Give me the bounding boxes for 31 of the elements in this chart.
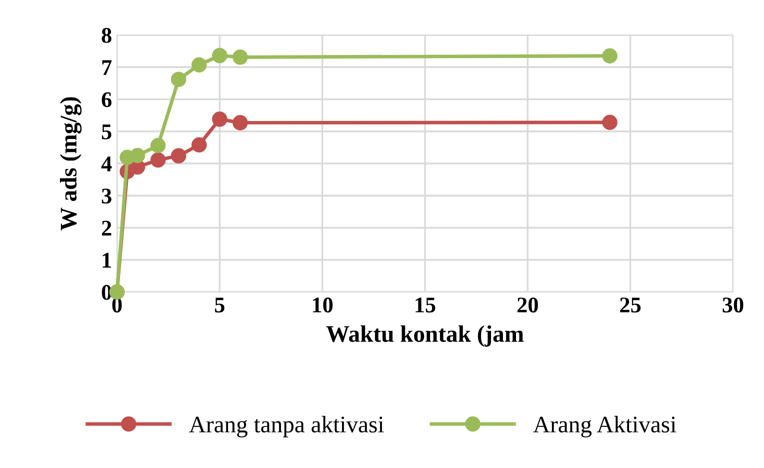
point	[150, 138, 166, 154]
x-tick-label: 25	[620, 298, 641, 312]
point	[232, 50, 248, 65]
point	[212, 112, 228, 127]
y-axis-title: W ads (mg/g)	[60, 97, 82, 231]
y-tick-label: 2	[102, 220, 112, 236]
y-tick-label: 1	[102, 252, 111, 268]
legend-label: Arang tanpa aktivasi	[189, 416, 384, 438]
y-tick-label: 3	[102, 188, 112, 204]
point	[602, 114, 618, 130]
y-tick-label: 6	[102, 92, 112, 108]
y-tick-label: 7	[102, 60, 112, 75]
point	[130, 148, 146, 164]
x-tick-label: 5	[215, 298, 224, 312]
x-tick-label: 30	[722, 298, 744, 312]
point	[150, 152, 166, 168]
point	[170, 72, 186, 87]
x-tick-label: 20	[517, 298, 538, 312]
point	[191, 57, 207, 73]
point	[191, 137, 207, 153]
point	[602, 48, 618, 64]
point	[170, 148, 186, 164]
y-tick-label: 8	[102, 28, 112, 43]
y-tick-label: 4	[101, 156, 112, 172]
x-axis-title: Waktu kontak (jam	[326, 325, 524, 347]
point	[212, 48, 228, 64]
x-tick-label: 15	[416, 298, 436, 312]
y-tick-label: 5	[102, 124, 112, 140]
legend-label: Arang Aktivasi	[533, 416, 676, 438]
x-tick-label: 10	[313, 298, 333, 312]
point	[232, 115, 248, 130]
